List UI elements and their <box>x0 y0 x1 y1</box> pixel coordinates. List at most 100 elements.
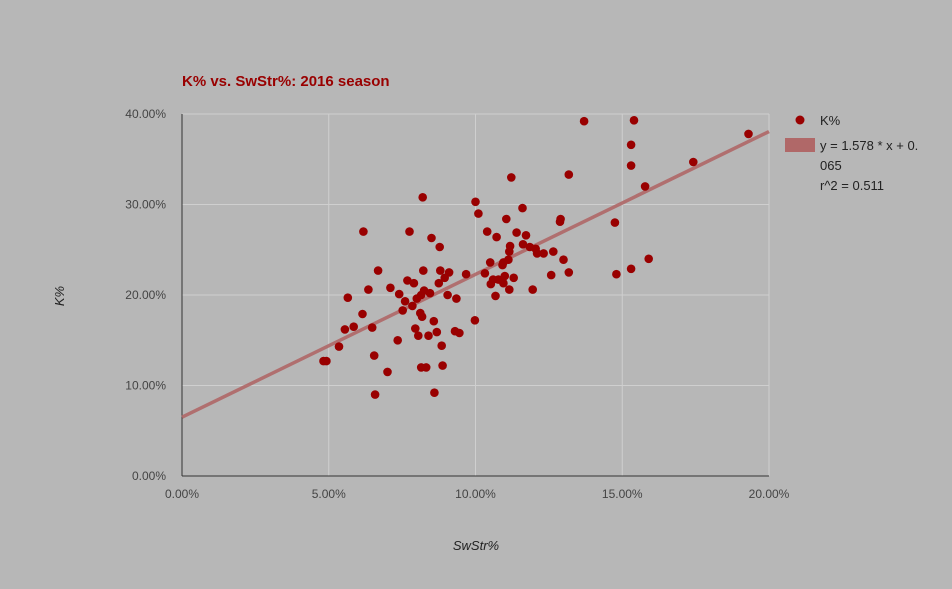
data-point <box>505 285 514 294</box>
data-point <box>435 242 445 252</box>
data-point <box>612 269 621 279</box>
data-point <box>546 270 556 280</box>
data-point <box>689 157 698 167</box>
legend-marker-trendline <box>785 138 815 152</box>
y-tick-labels: 0.00% 10.00% 20.00% 30.00% 40.00% <box>125 107 166 483</box>
data-point <box>430 388 439 398</box>
y-tick-label: 10.00% <box>125 379 166 393</box>
data-point <box>452 294 461 303</box>
data-point <box>626 161 636 170</box>
data-point <box>644 254 653 264</box>
x-tick-label: 10.00% <box>455 487 496 501</box>
data-point <box>367 323 377 332</box>
legend: K% y = 1.578 * x + 0. 065 r^2 = 0.511 <box>785 113 918 193</box>
data-point <box>438 361 447 370</box>
data-point <box>436 266 445 275</box>
data-point <box>474 209 483 218</box>
data-point <box>340 325 350 334</box>
data-point <box>409 278 419 288</box>
x-tick-label: 15.00% <box>602 487 643 501</box>
y-tick-label: 30.00% <box>125 198 166 212</box>
x-tick-labels: 0.00% 5.00% 10.00% 15.00% 20.00% <box>165 487 790 501</box>
data-point <box>393 336 403 345</box>
data-point <box>480 269 490 278</box>
data-point <box>461 269 471 279</box>
gridlines <box>182 113 770 476</box>
data-point <box>564 268 574 277</box>
data-point <box>482 227 492 236</box>
data-point <box>499 278 508 288</box>
data-point <box>744 129 753 139</box>
data-point <box>505 241 515 251</box>
x-tick-label: 5.00% <box>312 487 346 501</box>
data-point <box>579 116 589 126</box>
data-point <box>373 266 383 275</box>
data-point <box>564 170 574 179</box>
legend-trendline-equation: y = 1.578 * x + 0. <box>820 138 918 153</box>
x-axis-label: SwStr% <box>453 538 499 553</box>
data-point <box>610 218 620 227</box>
data-point <box>512 228 521 237</box>
data-point <box>369 351 379 360</box>
data-point <box>518 203 527 213</box>
data-point <box>626 140 636 150</box>
data-point <box>417 312 427 322</box>
legend-trendline-equation-cont: 065 <box>820 158 842 173</box>
data-point <box>500 271 510 281</box>
data-point <box>528 285 537 294</box>
data-point <box>556 214 565 224</box>
data-point <box>444 268 454 277</box>
y-tick-label: 40.00% <box>125 107 166 121</box>
data-point <box>386 283 395 293</box>
data-point <box>443 290 452 300</box>
data-point <box>521 231 531 240</box>
data-point <box>485 258 495 267</box>
data-point <box>640 182 650 191</box>
data-point <box>383 367 392 377</box>
data-point <box>539 249 548 258</box>
chart-title: K% vs. SwStr%: 2016 season <box>182 73 390 90</box>
data-point <box>629 116 639 125</box>
data-point <box>509 273 518 283</box>
data-point <box>502 214 511 224</box>
data-point <box>364 285 373 294</box>
data-point <box>418 193 428 202</box>
data-point <box>358 309 367 319</box>
data-point <box>405 227 414 236</box>
data-point <box>518 240 528 249</box>
data-point <box>403 276 412 285</box>
data-point <box>471 197 480 207</box>
data-point <box>429 316 439 326</box>
data-point <box>424 331 433 341</box>
data-point <box>408 301 417 311</box>
legend-label-points: K% <box>820 113 841 128</box>
data-point <box>322 356 331 366</box>
data-point <box>427 233 436 243</box>
data-point <box>419 266 428 275</box>
data-point <box>411 324 420 333</box>
data-point <box>370 390 380 399</box>
trendline-layer <box>181 129 770 419</box>
data-point <box>432 327 442 337</box>
y-axis-label: K% <box>52 286 67 306</box>
data-point <box>398 306 408 315</box>
data-point <box>400 297 410 306</box>
data-point <box>504 255 513 264</box>
x-tick-label: 0.00% <box>165 487 199 501</box>
data-point <box>343 293 353 303</box>
data-point <box>549 247 558 256</box>
data-points <box>319 116 753 399</box>
data-point <box>394 289 404 299</box>
legend-trendline-r2: r^2 = 0.511 <box>820 178 884 193</box>
data-point <box>626 264 636 274</box>
data-point <box>532 249 542 258</box>
data-point <box>349 322 359 332</box>
trendline <box>181 129 770 419</box>
y-tick-label: 0.00% <box>132 469 166 483</box>
data-point <box>434 278 444 288</box>
data-point <box>470 316 480 325</box>
data-point <box>425 288 435 298</box>
data-point <box>492 232 501 242</box>
